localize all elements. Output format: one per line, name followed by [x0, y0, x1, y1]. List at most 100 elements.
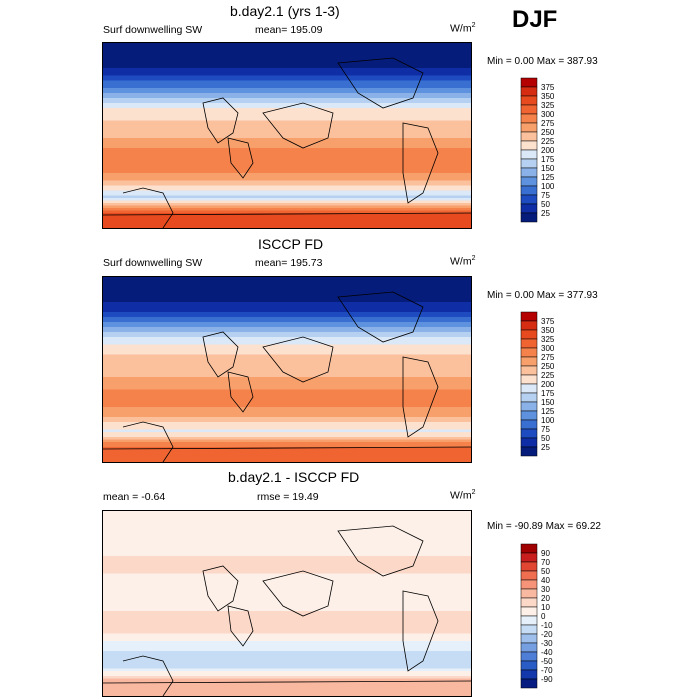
coastline [402, 356, 439, 438]
latitude-band [103, 643, 471, 647]
coastline [262, 102, 334, 149]
colorbar-swatch [520, 615, 538, 626]
latitude-band [103, 598, 471, 602]
colorbar-tick-label: 350 [541, 92, 555, 101]
latitude-band [103, 190, 471, 194]
latitude-band [103, 603, 471, 607]
colorbar-tick-label: 125 [541, 173, 555, 182]
colorbar-tick-label: 375 [541, 317, 555, 326]
latitude-band [103, 541, 471, 545]
colorbar-swatch [520, 579, 538, 590]
latitude-band [103, 332, 471, 336]
latitude-band [103, 533, 471, 537]
latitude-band [103, 548, 471, 552]
latitude-band [103, 135, 471, 139]
colorbar-tick-label: 125 [541, 407, 555, 416]
colorbar-swatch [520, 446, 538, 457]
latitude-band [103, 165, 471, 169]
latitude-band [103, 412, 471, 416]
colorbar-swatch [520, 77, 538, 88]
latitude-band [103, 591, 471, 595]
latitude-band [103, 75, 471, 79]
colorbar-swatch [520, 392, 538, 403]
colorbar-swatch [520, 570, 538, 581]
latitude-band [103, 422, 471, 426]
colorbar-tick-label: 90 [541, 549, 550, 558]
latitude-band [103, 566, 471, 570]
colorbar-tick-label: 50 [541, 200, 550, 209]
latitude-band [103, 145, 471, 149]
colorbar-tick-label: 100 [541, 416, 555, 425]
coastline [103, 446, 471, 450]
latitude-band [103, 528, 471, 532]
latitude-band [103, 170, 471, 174]
latitude-band [103, 561, 471, 565]
latitude-band [103, 48, 471, 52]
latitude-band [103, 661, 471, 665]
latitude-band [103, 78, 471, 82]
coastline [202, 331, 239, 378]
panel3-title: b.day2.1 - ISCCP FD [228, 469, 360, 485]
latitude-band [103, 160, 471, 164]
latitude-band [103, 83, 471, 87]
colorbar-swatch [520, 140, 538, 151]
colorbar-tick-label: 200 [541, 146, 555, 155]
latitude-band [103, 546, 471, 550]
latitude-band [103, 198, 471, 202]
latitude-band [103, 656, 471, 660]
latitude-band [103, 60, 471, 64]
latitude-band [103, 516, 471, 520]
colorbar-swatch [520, 86, 538, 97]
colorbar-swatch [520, 419, 538, 430]
panel3-colorbar: 90 70 50 40 30 20 10 0 -10 -20 -30 -40 -50 -70 -90 [520, 543, 581, 694]
colorbar-tick-label: 20 [541, 594, 550, 603]
latitude-band [103, 292, 471, 296]
latitude-band [103, 342, 471, 346]
colorbar-tick-label: -50 [541, 657, 553, 666]
latitude-band [103, 389, 471, 393]
latitude-band [103, 289, 471, 293]
colorbar-tick-label: 375 [541, 83, 555, 92]
latitude-band [103, 65, 471, 69]
latitude-band [103, 402, 471, 406]
latitude-band [103, 100, 471, 104]
latitude-band [103, 404, 471, 408]
latitude-band [103, 429, 471, 433]
panel1-field [103, 43, 471, 228]
latitude-band [103, 223, 471, 227]
latitude-band [103, 213, 471, 217]
latitude-band [103, 55, 471, 59]
latitude-band [103, 279, 471, 283]
panel1-minmax: Min = 0.00 Max = 387.93 [487, 56, 598, 67]
latitude-band [103, 608, 471, 612]
colorbar-swatch [520, 642, 538, 653]
latitude-band [103, 218, 471, 222]
latitude-band [103, 123, 471, 127]
coastline [337, 525, 424, 577]
latitude-band [103, 148, 471, 152]
colorbar-swatch [520, 320, 538, 331]
latitude-band [103, 287, 471, 291]
colorbar-tick-label: 325 [541, 335, 555, 344]
latitude-band [103, 417, 471, 421]
panel2-field [103, 277, 471, 462]
latitude-band [103, 553, 471, 557]
colorbar-tick-label: 200 [541, 380, 555, 389]
latitude-band [103, 43, 471, 47]
latitude-band [103, 601, 471, 605]
latitude-band [103, 309, 471, 313]
colorbar-tick-label: 70 [541, 558, 550, 567]
latitude-band [103, 459, 471, 462]
colorbar-tick-label: 175 [541, 155, 555, 164]
latitude-band [103, 185, 471, 189]
latitude-band [103, 85, 471, 89]
latitude-band [103, 397, 471, 401]
panel3-map [102, 510, 472, 697]
latitude-band [103, 621, 471, 625]
colorbar-swatch [520, 149, 538, 160]
panel2-variable-label: Surf downwelling SW [103, 257, 203, 269]
latitude-band [103, 432, 471, 436]
colorbar-tick-label: -70 [541, 666, 553, 675]
latitude-band [103, 663, 471, 667]
colorbar-swatch [520, 356, 538, 367]
